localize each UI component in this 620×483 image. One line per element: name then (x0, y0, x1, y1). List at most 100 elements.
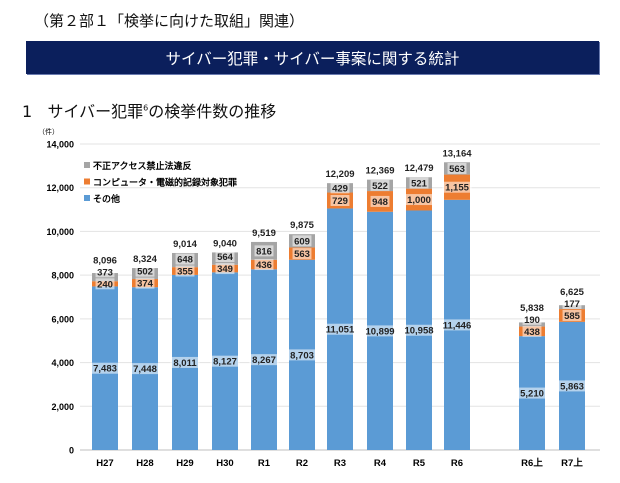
total-label: 6,625 (560, 287, 584, 298)
x-tick-label: H29 (176, 458, 193, 469)
y-tick-label: 4,000 (51, 358, 74, 368)
data-label-bg (249, 354, 279, 366)
data-label: 816 (256, 246, 272, 257)
data-label-bg (287, 349, 317, 361)
data-label-bg (170, 356, 200, 368)
data-label-bg (442, 181, 472, 193)
data-label-bg (362, 325, 398, 337)
data-label: 7,448 (133, 364, 157, 375)
x-tick-label: R7上 (561, 457, 583, 469)
legend-swatch (84, 195, 90, 201)
data-label-bg (370, 179, 390, 191)
banner-title: サイバー犯罪・サイバー事案に関する統計 (26, 41, 599, 74)
x-tick-label: R3 (334, 458, 346, 469)
data-label-bg (522, 325, 542, 337)
data-label-bg (439, 319, 475, 331)
data-label-bg (292, 248, 312, 260)
x-tick-label: R5 (413, 458, 426, 469)
data-label-bg (135, 265, 155, 277)
data-label: 564 (217, 252, 234, 263)
data-label: 8,267 (252, 355, 276, 366)
total-label: 12,369 (365, 166, 394, 177)
y-axis-unit: （件） (38, 127, 59, 136)
heading-text-after: の検挙件数の推移 (148, 102, 277, 121)
data-label: 349 (217, 264, 233, 275)
data-label: 1,000 (407, 195, 431, 206)
data-label: 11,446 (443, 320, 472, 331)
data-label: 10,899 (365, 326, 394, 337)
chart-heading: 1 サイバー犯罪6の検挙件数の推移 (22, 98, 276, 122)
data-label-bg (409, 177, 429, 189)
x-tick-label: R6上 (521, 457, 543, 469)
data-label-bg (210, 355, 240, 367)
data-label: 521 (411, 178, 428, 189)
data-label: 5,863 (560, 381, 584, 392)
y-tick-label: 0 (69, 446, 74, 456)
data-label-bg (401, 324, 437, 336)
data-label-bg (215, 263, 235, 275)
data-label: 438 (524, 327, 540, 338)
x-tick-label: H27 (96, 458, 113, 469)
data-label-bg (254, 259, 274, 271)
data-label: 429 (332, 183, 348, 194)
data-label-bg (522, 313, 542, 325)
data-label: 563 (294, 249, 310, 260)
data-label-bg (517, 387, 547, 399)
data-label: 729 (332, 196, 348, 207)
data-label-bg (292, 235, 312, 247)
y-tick-label: 12,000 (46, 183, 74, 193)
data-label-bg (330, 182, 350, 194)
data-label-bg (175, 253, 195, 265)
data-label-bg (447, 162, 467, 174)
data-label: 563 (449, 164, 465, 175)
total-label: 12,479 (404, 163, 433, 174)
x-tick-label: R1 (258, 458, 271, 469)
data-label: 648 (177, 255, 193, 266)
total-label: 8,096 (93, 255, 117, 266)
data-label: 1,155 (445, 183, 469, 194)
data-label: 585 (564, 311, 581, 322)
x-tick-label: R6 (451, 458, 463, 469)
data-label: 8,703 (290, 350, 314, 361)
data-label-bg (215, 251, 235, 263)
data-label: 177 (564, 299, 580, 310)
y-tick-label: 6,000 (51, 314, 74, 324)
legend-swatch (84, 162, 90, 168)
data-label-bg (562, 297, 582, 309)
total-label: 13,164 (442, 148, 472, 159)
data-label: 436 (256, 260, 272, 271)
data-label: 240 (97, 279, 113, 290)
data-label: 7,483 (93, 364, 117, 375)
x-tick-label: H30 (216, 458, 233, 469)
data-label-bg (562, 309, 582, 321)
legend-label: 不正アクセス禁止法違反 (93, 160, 192, 172)
data-label-bg (254, 245, 274, 257)
x-tick-label: R4 (374, 458, 387, 469)
data-label: 948 (372, 197, 388, 208)
y-tick-label: 2,000 (51, 402, 74, 412)
legend-label: その他 (93, 193, 120, 205)
data-label: 5,210 (520, 389, 544, 400)
data-label: 373 (97, 267, 113, 278)
data-label-bg (130, 363, 160, 375)
heading-number: 1 (22, 102, 33, 121)
legend-swatch (84, 178, 90, 185)
data-label-bg (404, 194, 434, 206)
total-label: 5,838 (520, 303, 544, 314)
y-tick-label: 10,000 (46, 227, 74, 237)
total-label: 9,875 (290, 220, 314, 231)
data-label-bg (330, 194, 350, 206)
data-label-bg (322, 323, 358, 335)
data-label: 10,958 (404, 326, 433, 337)
total-label: 12,209 (325, 169, 354, 180)
data-label-bg (370, 195, 390, 207)
total-label: 9,040 (213, 238, 237, 249)
data-label: 190 (524, 315, 540, 326)
data-label: 355 (177, 267, 194, 278)
data-label-bg (95, 278, 115, 290)
data-label: 609 (294, 236, 310, 247)
section-heading: （第２部１「検挙に向けた取組」関連） (34, 12, 305, 30)
total-label: 9,014 (173, 239, 197, 250)
data-label: 502 (137, 267, 153, 278)
